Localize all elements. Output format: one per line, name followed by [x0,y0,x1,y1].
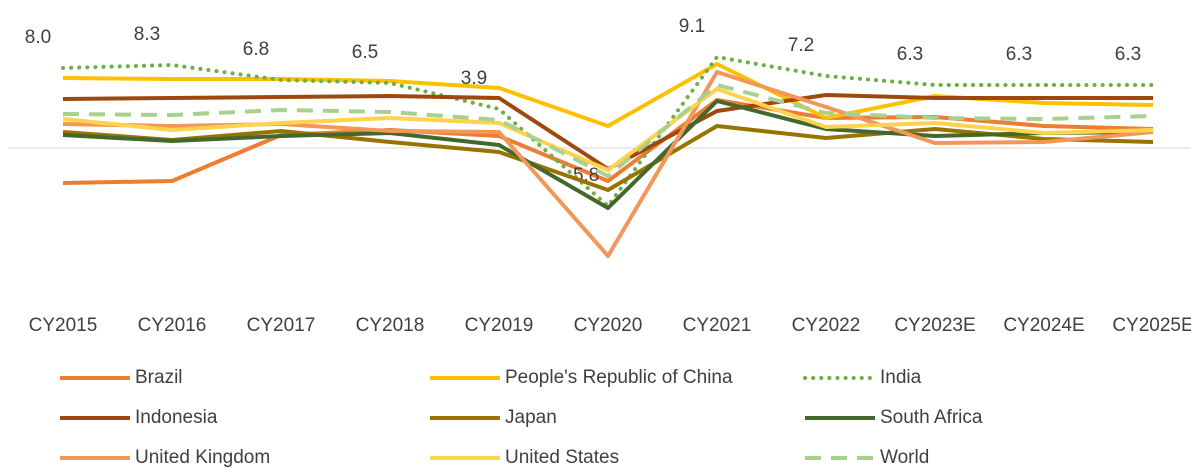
legend-label: Indonesia [135,407,218,428]
legend-label: World [880,447,929,468]
data-label: 6.5 [352,42,378,63]
data-label: 6.8 [243,39,269,60]
x-tick-label: CY2018 [356,315,425,336]
data-label: 6.3 [1115,44,1141,65]
series-line [62,99,1154,210]
legend-label: South Africa [880,407,983,428]
series-line [62,124,1154,192]
data-label: 3.9 [461,68,487,89]
legend-label: United States [505,447,619,468]
series-line [62,98,1154,185]
series-line [62,83,1154,178]
legend-label: United Kingdom [135,447,270,468]
x-tick-label: CY2017 [247,315,316,336]
legend-label: Brazil [135,367,183,388]
x-tick-label: CY2015 [29,315,98,336]
legend-label: People's Republic of China [505,367,733,388]
x-tick-label: CY2020 [574,315,643,336]
x-tick-label: CY2021 [683,315,752,336]
data-label: 6.3 [897,44,923,65]
series-line [62,87,1154,172]
data-label: 6.3 [1006,44,1032,65]
x-tick-label: CY2019 [465,315,534,336]
legend-label: India [880,367,922,388]
x-tick-label: CY2024E [1003,315,1084,336]
data-label: 8.3 [134,24,160,45]
x-tick-label: CY2023E [894,315,975,336]
data-label: 9.1 [679,16,705,37]
data-label: -5.8 [567,165,600,186]
x-tick-label: CY2025E [1112,315,1191,336]
series-line [61,55,1155,208]
data-label: 8.0 [25,27,51,48]
x-tick-label: CY2016 [138,315,207,336]
legend-label: Japan [505,407,557,428]
x-tick-label: CY2022 [792,315,861,336]
data-label: 7.2 [788,35,814,56]
